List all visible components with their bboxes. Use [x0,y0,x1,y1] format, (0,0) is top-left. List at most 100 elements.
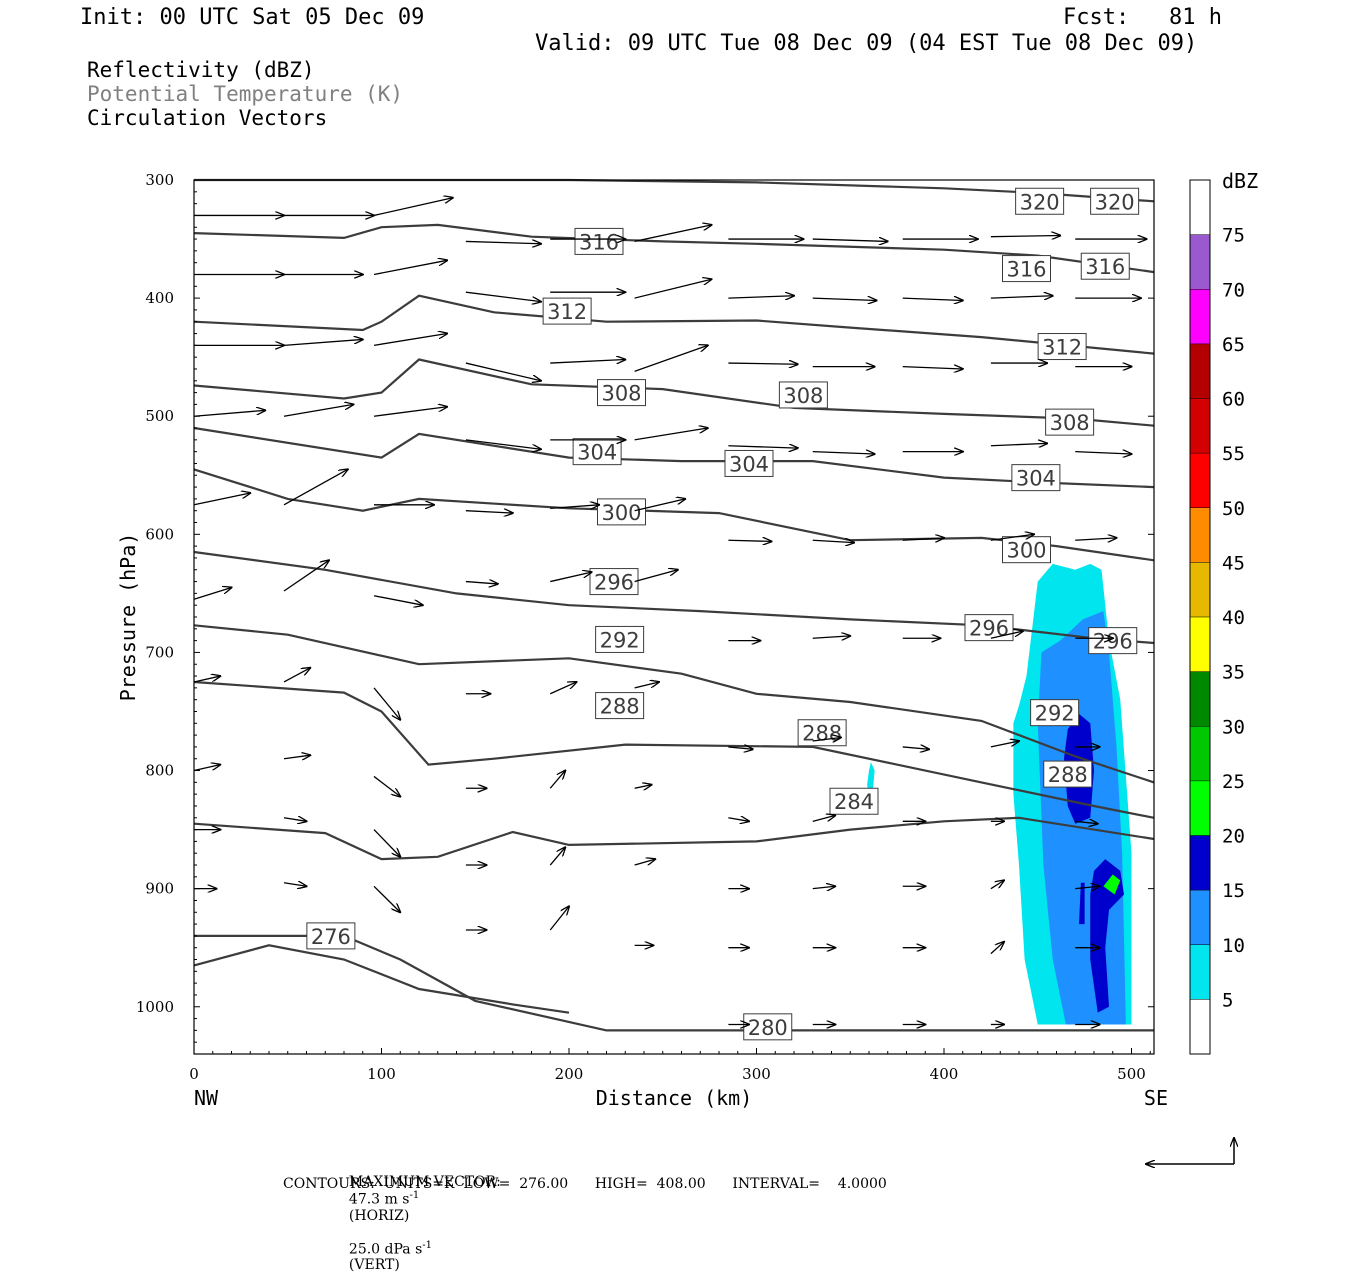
circulation-vector [728,540,771,541]
vector-scale-key [1146,1138,1234,1164]
x-end-label-left: NW [194,1086,219,1110]
circulation-vector [550,360,625,364]
circulation-vector [283,818,307,822]
y-tick-label: 500 [145,407,174,425]
circulation-vector [812,886,836,888]
theta-label: 288 [600,695,640,719]
circulation-vector [549,682,576,695]
colorbar-level-label: 5 [1222,989,1233,1011]
colorbar-level-label: 65 [1222,334,1245,356]
theta-label-box [724,449,774,477]
colorbar-swatch [1190,999,1210,1054]
circulation-vector [634,345,708,372]
circulation-vector [465,291,541,301]
colorbar-level-label: 40 [1222,607,1245,629]
circulation-vector [1075,452,1131,454]
theta-label-box [597,379,646,407]
theta-label: 292 [600,628,640,652]
circulation-vector [812,298,877,300]
theta-contour-312 [193,294,1155,355]
theta-label: 276 [311,925,351,949]
vert-tag: (VERT) [348,1257,400,1273]
legend-vectors: Circulation Vectors [87,106,328,130]
theta-contour-276 [193,944,570,1014]
y-tick-label: 700 [145,643,174,661]
theta-label-box [306,922,356,950]
x-tick-label: 300 [742,1065,771,1083]
x-tick-label: 0 [189,1065,199,1083]
circulation-vector [634,279,712,299]
y-tick-label: 400 [145,289,174,307]
circulation-vector [728,446,797,448]
theta-contour-284 [193,816,1155,861]
x-end-label-right: SE [1144,1086,1168,1110]
colorbar-swatch [1190,453,1210,508]
circulation-vector [634,570,678,583]
circulation-vector [373,334,447,346]
circulation-vector [990,534,1034,541]
theta-contours-layer: 320 320 316 316 316 312 312 308 308 308 304 304 304 3… [193,178,1155,1041]
colorbar-swatch [1190,507,1210,563]
circulation-vector [193,493,250,506]
theta-label-box [1090,187,1140,215]
colorbar-swatch [1190,780,1210,836]
circulation-vector [283,883,307,887]
y-tick-label: 900 [145,880,174,898]
colorbar-swatch [1190,835,1210,891]
theta-label: 312 [547,300,587,324]
circulation-vector [634,785,652,789]
circulation-vector [728,296,794,298]
colorbar-swatch [1190,944,1210,1000]
circulation-vector [549,847,565,866]
circulation-vector [812,815,836,822]
colorbar-level-label: 20 [1222,826,1245,848]
circulation-vector [373,595,423,605]
y-tick-label: 1000 [136,998,174,1016]
theta-label: 316 [1085,255,1125,279]
colorbar-swatch [1190,726,1210,781]
circulation-vector [728,747,752,749]
circulation-vector [634,225,712,243]
theta-label-box [595,692,645,720]
theta-label-box [542,297,592,325]
circulation-vector [193,765,220,772]
colorbar-level-label: 45 [1222,552,1245,574]
theta-label: 304 [577,441,617,465]
horiz-tag: (HORIZ) [348,1207,410,1224]
theta-label: 304 [1016,467,1056,491]
legend-theta: Potential Temperature (K) [87,82,404,106]
theta-contour-304 [193,426,1155,489]
theta-label-box [1043,760,1093,788]
theta-label-box [1080,252,1130,280]
legend-reflectivity: Reflectivity (dBZ) [87,58,315,82]
theta-contour-320 [194,178,1155,203]
circulation-vector [1075,538,1116,540]
theta-contour-288 [193,680,1155,819]
colorbar-swatch [1190,562,1210,617]
theta-label: 300 [601,501,641,525]
theta-label: 320 [1095,190,1135,214]
x-tick-label: 500 [1117,1065,1146,1083]
circulation-vector [902,298,963,300]
theta-label: 284 [834,790,874,814]
theta-label-box [1002,255,1051,283]
colorbar-swatch [1190,671,1210,727]
theta-contour-296 [193,550,1155,645]
circulation-vector [550,572,591,583]
circulation-vector [990,631,1023,639]
theta-label: 312 [1042,336,1082,360]
circulation-vector [549,771,565,789]
theta-label-box [743,1013,793,1041]
circulation-vector [549,906,569,931]
theta-label: 308 [1050,411,1090,435]
theta-contour-292 [193,624,1155,784]
theta-label: 288 [1048,763,1088,787]
y-tick-label: 600 [145,525,174,543]
circulation-vector [373,198,453,217]
theta-label-box [829,787,879,815]
circulation-vector [373,260,447,276]
theta-label-box [1002,536,1051,564]
circulation-vector [634,428,708,441]
circulation-vector [812,540,854,542]
colorbar-swatch [1190,180,1210,235]
